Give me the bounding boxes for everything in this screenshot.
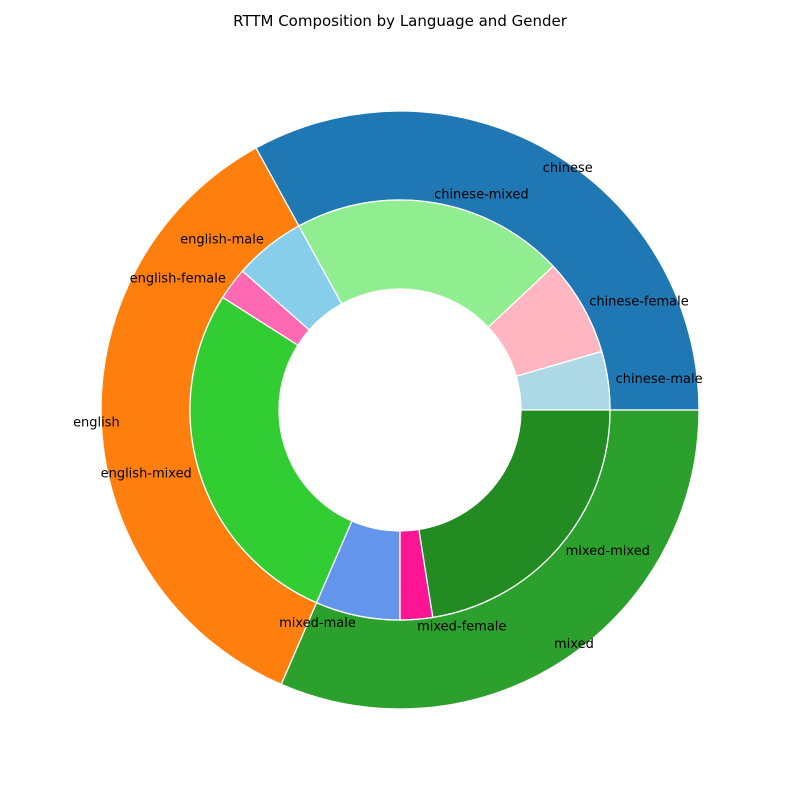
- inner-slice-mixed-mixed: [418, 409, 611, 619]
- inner-ring: [189, 199, 611, 621]
- inner-label-mixed-male: mixed-male: [279, 616, 356, 631]
- inner-label-chinese-female: chinese-female: [589, 295, 689, 310]
- inner-label-english-mixed: english-mixed: [101, 467, 192, 482]
- outer-label-english: english: [73, 416, 120, 431]
- inner-label-mixed-mixed: mixed-mixed: [566, 544, 650, 559]
- outer-label-mixed: mixed: [554, 637, 594, 652]
- inner-label-mixed-female: mixed-female: [417, 620, 506, 635]
- inner-label-english-male: english-male: [180, 233, 264, 248]
- inner-label-chinese-mixed: chinese-mixed: [434, 187, 529, 202]
- inner-label-english-female: english-female: [130, 272, 226, 287]
- inner-slice-english-mixed: [189, 296, 353, 604]
- chart-title: RTTM Composition by Language and Gender: [233, 12, 567, 30]
- segment-labels: chinese english mixed chinese-male chinese-f…: [73, 161, 702, 652]
- inner-slice-chinese-mixed: [297, 199, 555, 329]
- inner-label-chinese-male: chinese-male: [616, 372, 703, 387]
- outer-label-chinese: chinese: [543, 161, 593, 176]
